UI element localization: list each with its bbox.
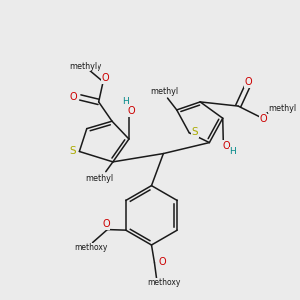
- Text: O: O: [127, 106, 135, 116]
- Text: methyl: methyl: [268, 104, 297, 113]
- Text: H: H: [230, 147, 236, 156]
- Text: S: S: [192, 127, 198, 137]
- Text: O: O: [102, 219, 110, 229]
- Text: S: S: [70, 146, 76, 157]
- Text: O: O: [259, 113, 267, 124]
- Text: H: H: [123, 98, 129, 106]
- Text: methyl: methyl: [85, 174, 113, 183]
- Text: methyl: methyl: [70, 62, 98, 71]
- Text: methoxy: methoxy: [147, 278, 181, 287]
- Text: O: O: [158, 256, 166, 267]
- Text: O: O: [101, 73, 109, 83]
- Text: methoxy: methoxy: [74, 244, 107, 253]
- Text: O: O: [245, 77, 252, 87]
- Text: O: O: [223, 140, 230, 151]
- Text: methyl: methyl: [151, 87, 178, 96]
- Text: methoxy: methoxy: [68, 62, 101, 71]
- Text: O: O: [70, 92, 77, 102]
